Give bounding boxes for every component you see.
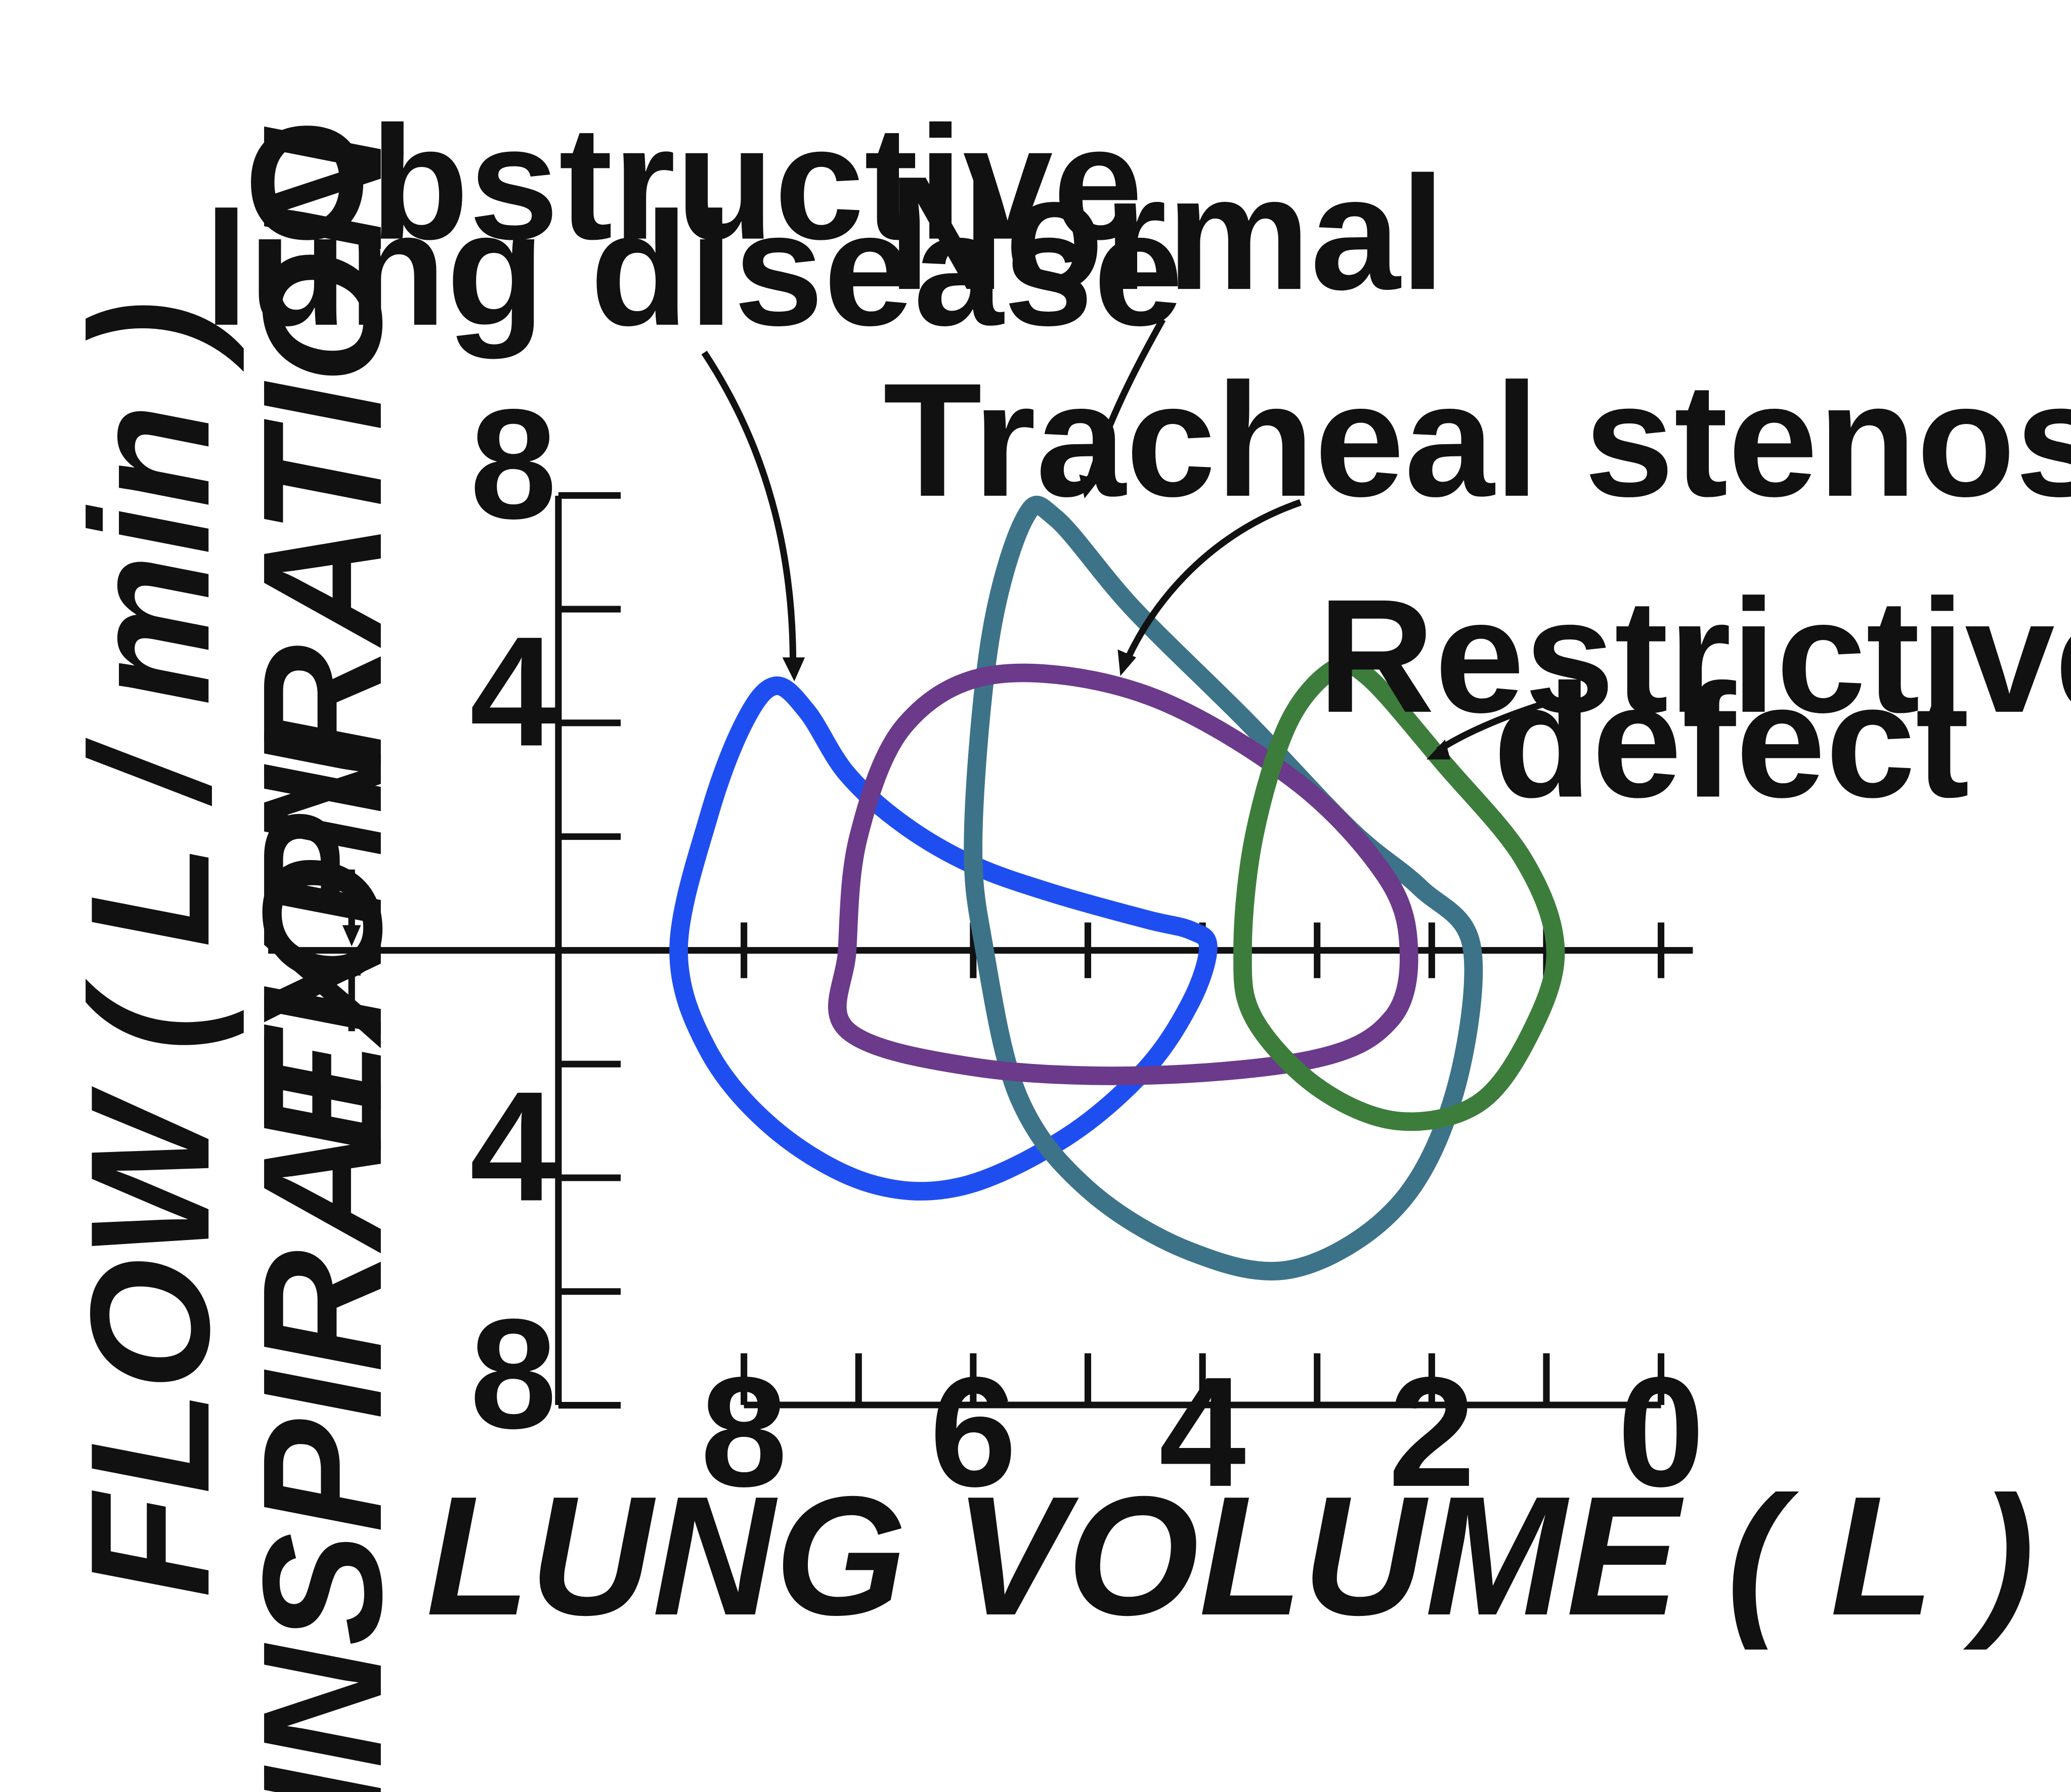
expiration-arrow-head xyxy=(342,925,361,947)
annotation-normal-arrowhead xyxy=(1079,474,1099,499)
inspiration-label: INSPIRATION xyxy=(228,730,417,1792)
annotation-tracheal-arrow xyxy=(1125,499,1302,659)
annotation-restrictive-line2: defect xyxy=(1493,651,1969,831)
y-tick-label: 8 xyxy=(470,376,557,551)
inspiration-arrow-head xyxy=(342,954,361,976)
annotation-obstructive-arrowhead xyxy=(782,657,805,681)
y-axis-title: FLOW ( L / min ) xyxy=(55,301,245,1598)
series-line-normal xyxy=(964,495,1483,1281)
x-tick-label: 6 xyxy=(930,1344,1017,1519)
direction-arrows xyxy=(342,869,361,1032)
series-line-tracheal-stenosis xyxy=(828,663,1418,1085)
annotation-restrictive: Restrictive defect xyxy=(1318,566,2071,831)
x-axis-title: LUNG VOLUME ( L ) xyxy=(426,1461,2034,1651)
series-line-restrictive-defect xyxy=(1233,655,1565,1131)
series-line-obstructive-lung-disease xyxy=(669,676,1218,1201)
x-tick-label: 4 xyxy=(1159,1344,1247,1519)
annotation-obstructive-arrow xyxy=(701,351,797,663)
annotation-normal: Normal xyxy=(888,143,1445,499)
y-tick-label: 4 xyxy=(470,604,558,779)
series-layer xyxy=(669,495,1565,1281)
annotation-normal-arrow xyxy=(1087,318,1166,481)
annotation-restrictive-arrowhead xyxy=(1426,739,1451,760)
y-tick-label: 4 xyxy=(470,1059,558,1234)
annotation-obstructive-line2: lung disease xyxy=(204,179,1183,360)
y-tick-label: 8 xyxy=(470,1286,557,1461)
expiration-label: EXPIRATION xyxy=(228,124,417,1154)
x-tick-label: 0 xyxy=(1618,1344,1705,1519)
annotation-obstructive: Obstructive lung disease xyxy=(204,93,1183,681)
annotation-obstructive-line1: Obstructive xyxy=(244,93,1143,273)
annotation-restrictive-line1: Restrictive xyxy=(1318,566,2071,746)
y-tick-labels: 8 4 4 8 xyxy=(470,376,558,1461)
annotation-normal-line1: Normal xyxy=(888,143,1445,323)
annotation-tracheal-arrowhead xyxy=(1117,649,1137,676)
annotation-restrictive-arrow xyxy=(1436,699,1549,753)
x-tick-label: 2 xyxy=(1388,1344,1475,1519)
y-ticks xyxy=(558,492,621,1409)
annotation-tracheal: Tracheal stenosis xyxy=(883,350,2071,676)
x-tick-label: 8 xyxy=(701,1344,788,1519)
annotation-tracheal-line1: Tracheal stenosis xyxy=(883,350,2071,530)
